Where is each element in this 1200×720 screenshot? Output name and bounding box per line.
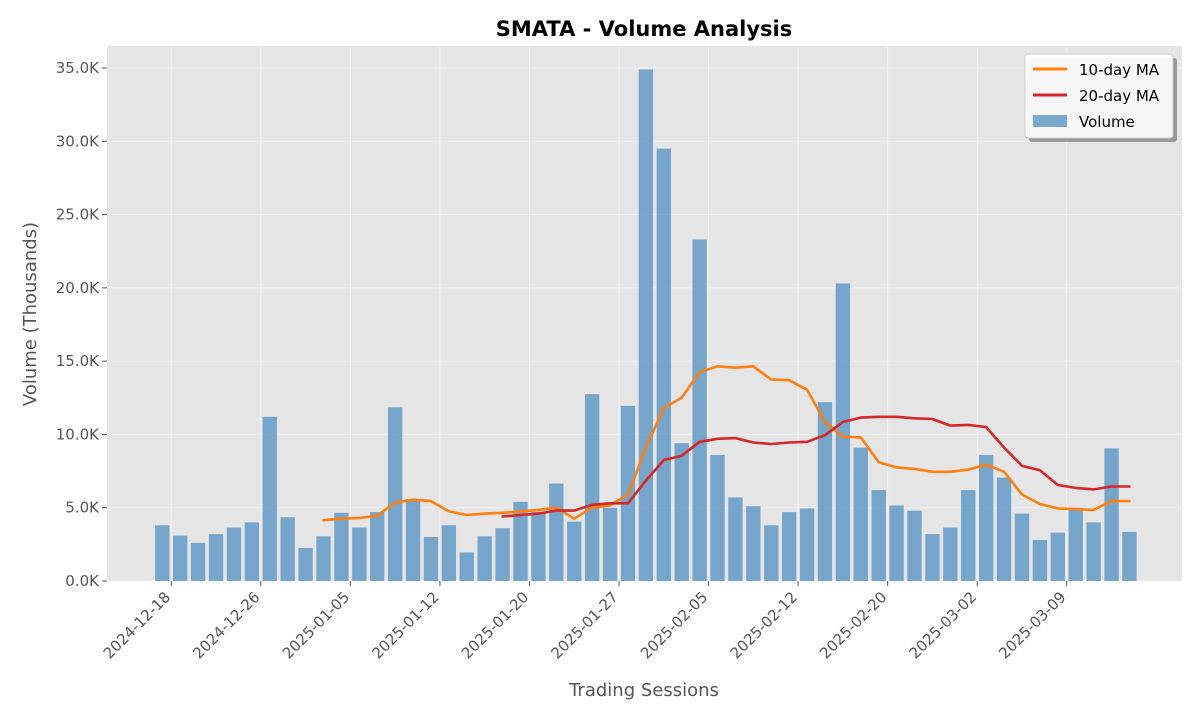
volume-bars: [155, 69, 1137, 582]
volume-bar: [208, 534, 224, 581]
y-tick-label: 20.0K: [56, 279, 100, 297]
volume-bar: [943, 527, 958, 581]
volume-bar: [423, 537, 439, 581]
volume-bar: [746, 506, 761, 581]
volume-bar: [889, 505, 904, 581]
volume-bar: [441, 525, 457, 581]
volume-bar: [853, 447, 868, 581]
volume-bar: [549, 483, 564, 581]
y-tick-label: 0.0K: [65, 572, 100, 590]
volume-bar: [710, 454, 725, 581]
volume-bar: [262, 416, 277, 581]
volume-bar: [817, 402, 833, 581]
volume-bar: [1104, 448, 1119, 581]
y-tick-label: 15.0K: [56, 352, 100, 370]
volume-bar: [190, 542, 206, 581]
volume-bar: [692, 239, 707, 582]
y-axis-ticks: 0.0K 5.0K 10.0K 15.0K 20.0K 25.0K 30.0K 35.0K: [56, 59, 107, 590]
ma20-line: [501, 415, 1131, 518]
x-axis-label: Trading Sessions: [568, 680, 719, 701]
volume-bar: [978, 454, 994, 581]
volume-bar: [835, 283, 851, 581]
legend: 10-day MA 20-day MA Volume: [1024, 53, 1177, 142]
chart-title: SMATA - Volume Analysis: [496, 17, 793, 41]
volume-bar: [513, 501, 528, 581]
volume-bar: [764, 525, 779, 581]
volume-bar: [728, 497, 743, 581]
volume-bar: [674, 443, 689, 581]
volume-bar: [1122, 531, 1137, 581]
legend-swatch-volume: [1033, 115, 1067, 127]
moving-average-lines: [322, 364, 1131, 522]
volume-bar: [961, 490, 976, 581]
volume-bar: [1050, 532, 1065, 581]
volume-bar: [638, 69, 654, 581]
volume-bar: [781, 512, 797, 581]
volume-bar: [1086, 522, 1101, 581]
volume-bar: [370, 512, 385, 581]
ma10-line: [322, 364, 1131, 522]
legend-label-ma10: 10-day MA: [1079, 61, 1160, 79]
volume-bar: [459, 552, 474, 581]
volume-bar: [531, 512, 546, 581]
volume-bar: [799, 508, 815, 581]
legend-label-volume: Volume: [1079, 113, 1135, 131]
volume-bar: [996, 477, 1012, 581]
volume-bar: [280, 517, 295, 581]
volume-bar: [495, 528, 510, 581]
y-tick-label: 10.0K: [56, 425, 100, 443]
volume-bar: [352, 527, 367, 581]
volume-bar: [1014, 513, 1030, 581]
y-axis-label: Volume (Thousands): [20, 222, 41, 406]
volume-bar: [387, 407, 403, 581]
volume-bar: [334, 512, 349, 581]
legend-label-ma20: 20-day MA: [1079, 87, 1160, 105]
volume-bar: [871, 490, 886, 581]
volume-bar: [244, 522, 260, 581]
volume-bar: [298, 548, 313, 581]
volume-bar: [316, 536, 331, 581]
volume-bar: [173, 535, 188, 581]
volume-bar: [925, 534, 940, 581]
volume-bar: [656, 148, 671, 582]
volume-bar: [405, 498, 421, 581]
volume-bar: [567, 521, 582, 581]
volume-bar: [477, 536, 492, 581]
volume-bar: [602, 507, 618, 581]
volume-bar: [1068, 507, 1083, 581]
y-tick-label: 30.0K: [56, 132, 100, 150]
y-tick-label: 25.0K: [56, 206, 100, 224]
y-tick-label: 35.0K: [56, 59, 100, 77]
y-tick-label: 5.0K: [65, 499, 100, 517]
volume-bar: [1032, 539, 1048, 581]
volume-bar: [584, 394, 600, 581]
volume-bar: [155, 525, 170, 581]
volume-bar: [226, 527, 242, 581]
volume-bar: [907, 510, 922, 581]
